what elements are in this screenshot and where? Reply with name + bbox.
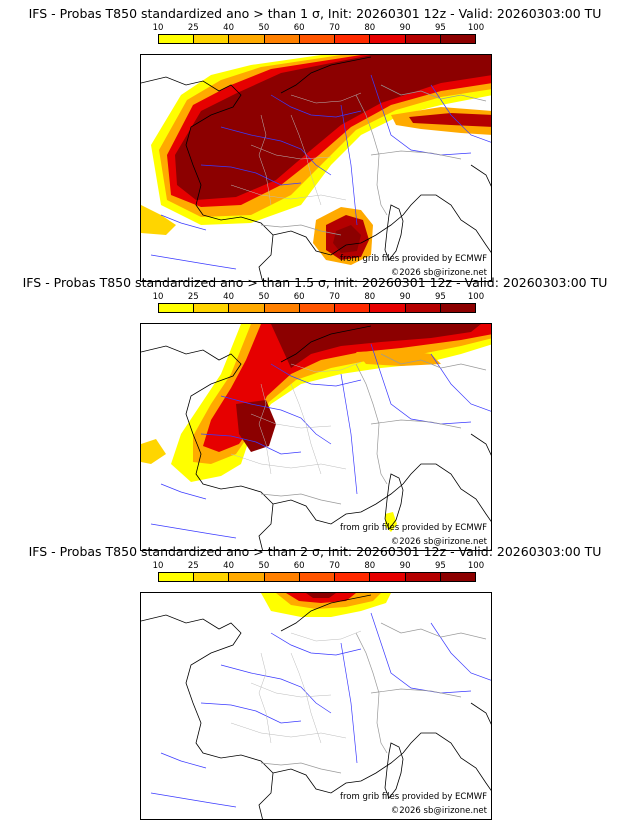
legend-swatch	[264, 35, 300, 43]
legend-swatch	[440, 35, 475, 43]
legend-label: 100	[467, 23, 485, 33]
legend-swatch	[229, 573, 265, 581]
legend-label: 95	[434, 23, 446, 33]
copyright-credit: ©2026 sb@irizone.net	[390, 806, 487, 816]
legend-swatch	[159, 573, 195, 581]
legend-swatch	[194, 573, 230, 581]
legend-swatch	[194, 304, 230, 312]
legend-swatch	[405, 304, 441, 312]
legend-labels: 10 25 40 50 60 70 80 90 95 100	[153, 292, 485, 303]
legend-label: 70	[329, 561, 340, 571]
legend-labels: 10 25 40 50 60 70 80 90 95 100	[153, 23, 485, 34]
legend-label: 95	[434, 561, 446, 571]
source-credit: from grib files provided by ECMWF	[340, 792, 487, 802]
legend-swatch	[194, 35, 230, 43]
legend-label: 10	[152, 561, 164, 571]
legend-label: 70	[329, 292, 340, 302]
legend-labels: 10 25 40 50 60 70 80 90 95 100	[153, 561, 485, 572]
legend-label: 10	[152, 23, 164, 33]
panel-title: IFS - Probas T850 standardized ano > tha…	[28, 6, 602, 21]
legend-label: 40	[223, 292, 235, 302]
legend-label: 95	[434, 292, 446, 302]
legend-label: 80	[364, 561, 376, 571]
legend-label: 90	[399, 292, 411, 302]
legend-swatch	[335, 35, 371, 43]
source-credit: from grib files provided by ECMWF	[340, 523, 487, 533]
panel-2sigma: IFS - Probas T850 standardized ano > tha…	[0, 544, 630, 820]
probability-map: from grib files provided by ECMWF ©2026 …	[140, 592, 492, 820]
legend-label: 25	[187, 561, 199, 571]
legend-label: 100	[467, 561, 485, 571]
legend-swatch	[370, 304, 406, 312]
map-graphic	[141, 55, 491, 281]
color-legend: 10 25 40 50 60 70 80 90 95 100	[153, 292, 485, 316]
legend-label: 60	[293, 292, 305, 302]
legend-swatch	[440, 573, 475, 581]
panel-1sigma: IFS - Probas T850 standardized ano > tha…	[0, 6, 630, 282]
legend-color-bar	[158, 303, 476, 313]
probability-map: from grib files provided by ECMWF ©2026 …	[140, 54, 492, 282]
legend-label: 25	[187, 292, 199, 302]
legend-swatch	[405, 35, 441, 43]
legend-swatch	[440, 304, 475, 312]
legend-swatch	[370, 573, 406, 581]
legend-label: 25	[187, 23, 199, 33]
legend-color-bar	[158, 572, 476, 582]
legend-label: 40	[223, 561, 235, 571]
legend-label: 90	[399, 561, 411, 571]
legend-swatch	[159, 304, 195, 312]
legend-label: 40	[223, 23, 235, 33]
legend-label: 60	[293, 561, 305, 571]
panel-1-5sigma: IFS - Probas T850 standardized ano > tha…	[0, 275, 630, 551]
legend-label: 50	[258, 292, 270, 302]
legend-swatch	[229, 35, 265, 43]
legend-color-bar	[158, 34, 476, 44]
legend-swatch	[229, 304, 265, 312]
legend-label: 10	[152, 292, 164, 302]
legend-swatch	[405, 573, 441, 581]
legend-swatch	[264, 573, 300, 581]
legend-swatch	[299, 35, 336, 43]
panel-title: IFS - Probas T850 standardized ano > tha…	[28, 544, 602, 559]
legend-swatch	[370, 35, 406, 43]
legend-label: 50	[258, 23, 270, 33]
legend-label: 100	[467, 292, 485, 302]
legend-swatch	[299, 573, 336, 581]
legend-swatch	[299, 304, 336, 312]
copyright-credit: ©2026 sb@irizone.net	[390, 537, 487, 547]
legend-label: 80	[364, 292, 376, 302]
legend-label: 70	[329, 23, 340, 33]
legend-label: 50	[258, 561, 270, 571]
map-graphic	[141, 593, 491, 819]
copyright-credit: ©2026 sb@irizone.net	[390, 268, 487, 278]
panel-title: IFS - Probas T850 standardized ano > tha…	[22, 275, 608, 290]
color-legend: 10 25 40 50 60 70 80 90 95 100	[153, 23, 485, 47]
map-graphic	[141, 324, 491, 550]
legend-label: 60	[293, 23, 305, 33]
legend-swatch	[335, 304, 371, 312]
source-credit: from grib files provided by ECMWF	[340, 254, 487, 264]
legend-swatch	[159, 35, 195, 43]
color-legend: 10 25 40 50 60 70 80 90 95 100	[153, 561, 485, 585]
legend-label: 80	[364, 23, 376, 33]
legend-label: 90	[399, 23, 411, 33]
probability-map: from grib files provided by ECMWF ©2026 …	[140, 323, 492, 551]
legend-swatch	[335, 573, 371, 581]
legend-swatch	[264, 304, 300, 312]
